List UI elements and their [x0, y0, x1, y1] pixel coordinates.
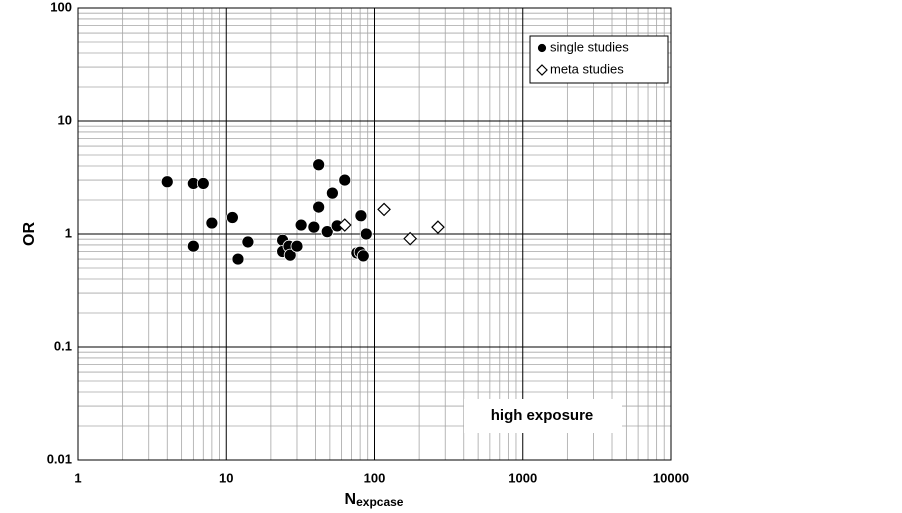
x-tick-label: 1 [74, 470, 81, 485]
point [312, 200, 326, 214]
point [283, 248, 297, 262]
x-axis-label: Nexpcase [345, 491, 404, 509]
legend: single studies meta studies [529, 35, 669, 84]
y-tick-label: 0.1 [54, 338, 72, 353]
legend-label: meta studies [550, 61, 624, 76]
grid [77, 7, 672, 461]
point [307, 220, 321, 234]
point [312, 158, 326, 172]
point [290, 239, 304, 253]
marks [160, 158, 445, 266]
y-tick-label: 10 [58, 112, 72, 127]
point [241, 235, 255, 249]
point [403, 231, 418, 246]
x-tick-label: 100 [364, 470, 386, 485]
annotation-box [464, 399, 622, 433]
y-tick-label: 100 [50, 0, 72, 14]
x-tick-label: 10000 [653, 470, 689, 485]
point [377, 202, 391, 217]
legend-marker [536, 64, 548, 76]
point [196, 177, 210, 190]
point [231, 252, 245, 266]
legend-label: single studies [550, 39, 629, 54]
point [160, 175, 174, 189]
legend-marker [537, 43, 547, 53]
point [320, 225, 334, 239]
y-tick-label: 1 [65, 225, 72, 240]
x-tick-label: 1000 [508, 470, 537, 485]
annotation: high exposure [491, 407, 594, 424]
point [205, 216, 219, 230]
point [337, 218, 352, 232]
x-tick-label: 10 [219, 470, 233, 485]
point [431, 220, 445, 234]
point [359, 227, 373, 241]
plot-frame [77, 7, 672, 461]
point [225, 211, 239, 224]
point [354, 209, 368, 223]
point [186, 239, 200, 253]
x-axis-label-main: N [345, 491, 357, 508]
legend-box [529, 35, 669, 84]
y-tick-label: 0.01 [47, 451, 72, 466]
point [338, 173, 352, 187]
x-axis-label-sub: expcase [356, 495, 404, 509]
point [356, 249, 370, 263]
point [325, 186, 339, 200]
point [294, 218, 308, 232]
y-axis-label: OR [21, 222, 38, 246]
